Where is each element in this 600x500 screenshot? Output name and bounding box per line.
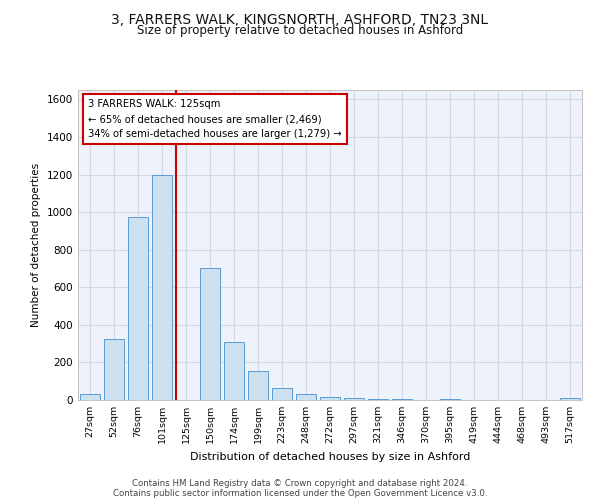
X-axis label: Distribution of detached houses by size in Ashford: Distribution of detached houses by size … [190, 452, 470, 462]
Bar [344, 398, 364, 400]
Text: 3 FARRERS WALK: 125sqm
← 65% of detached houses are smaller (2,469)
34% of semi-: 3 FARRERS WALK: 125sqm ← 65% of detached… [88, 100, 342, 139]
Bar [248, 371, 268, 400]
Y-axis label: Number of detached properties: Number of detached properties [31, 163, 41, 327]
Text: Contains HM Land Registry data © Crown copyright and database right 2024.: Contains HM Land Registry data © Crown c… [132, 478, 468, 488]
Bar [320, 397, 340, 400]
Bar [128, 217, 148, 400]
Bar [560, 398, 580, 400]
Bar [104, 339, 124, 400]
Bar [152, 174, 172, 400]
Text: Contains public sector information licensed under the Open Government Licence v3: Contains public sector information licen… [113, 488, 487, 498]
Bar [392, 399, 412, 400]
Bar [296, 394, 316, 400]
Text: Size of property relative to detached houses in Ashford: Size of property relative to detached ho… [137, 24, 463, 37]
Text: 3, FARRERS WALK, KINGSNORTH, ASHFORD, TN23 3NL: 3, FARRERS WALK, KINGSNORTH, ASHFORD, TN… [112, 12, 488, 26]
Bar [224, 342, 244, 400]
Bar [200, 268, 220, 400]
Bar [368, 399, 388, 400]
Bar [272, 388, 292, 400]
Bar [440, 399, 460, 400]
Bar [80, 394, 100, 400]
